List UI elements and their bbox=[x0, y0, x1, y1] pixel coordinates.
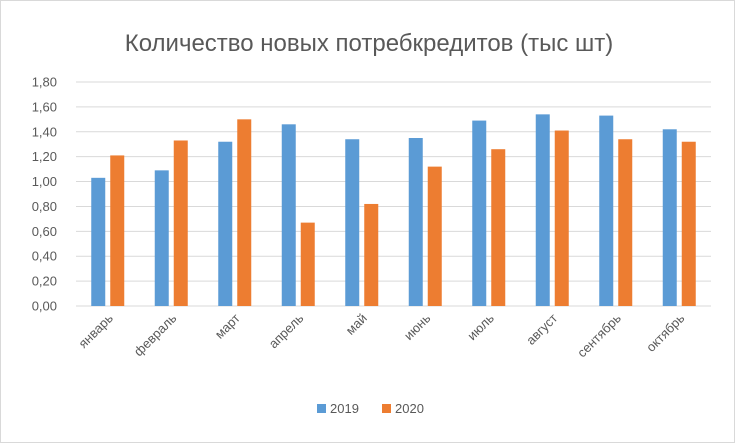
legend: 2019 2020 bbox=[317, 401, 424, 416]
bar-2019-июнь bbox=[408, 138, 423, 306]
y-tick-label: 1,40 bbox=[32, 124, 57, 139]
y-tick-label: 0,40 bbox=[32, 249, 57, 264]
bar-2020-апрель bbox=[300, 222, 315, 306]
x-tick-label: июнь bbox=[401, 310, 434, 343]
x-tick-label: март bbox=[212, 310, 243, 341]
x-tick-label: февраль bbox=[131, 310, 180, 359]
bar-2019-май bbox=[345, 139, 360, 306]
bar-2020-июль bbox=[491, 149, 506, 306]
legend-label: 2019 bbox=[330, 401, 359, 416]
y-tick-label: 0,60 bbox=[32, 224, 57, 239]
bar-2019-март bbox=[218, 141, 233, 306]
gridlines bbox=[76, 81, 711, 307]
bar-2020-май bbox=[364, 203, 379, 306]
x-tick-label: август bbox=[523, 310, 560, 347]
bar-2020-январь bbox=[110, 155, 125, 306]
y-axis-ticks: 0,00 0,20 0,40 0,60 0,80 1,00 1,20 1,40 1,60 1,80 bbox=[32, 75, 57, 314]
legend-swatch bbox=[382, 404, 391, 413]
bar-2019-сентябрь bbox=[599, 115, 614, 306]
bar-2019-июль bbox=[472, 120, 487, 306]
bar-2019-август bbox=[535, 114, 550, 306]
bars bbox=[91, 114, 696, 306]
x-tick-label: январь bbox=[75, 310, 116, 351]
x-axis-ticks: январь февраль март апрель май июнь июль август… bbox=[75, 310, 687, 360]
y-tick-label: 0,20 bbox=[32, 274, 57, 289]
y-tick-label: 0,00 bbox=[32, 299, 57, 314]
bar-2019-апрель bbox=[281, 124, 296, 306]
bar-2020-октябрь bbox=[681, 141, 696, 306]
y-tick-label: 0,80 bbox=[32, 199, 57, 214]
bar-2020-февраль bbox=[173, 140, 188, 306]
y-tick-label: 1,20 bbox=[32, 149, 57, 164]
x-tick-label: октябрь bbox=[643, 310, 687, 354]
y-tick-label: 1,80 bbox=[32, 75, 57, 90]
chart-title: Количество новых потребкредитов (тыс шт) bbox=[125, 30, 614, 57]
bar-2020-июнь bbox=[427, 166, 442, 306]
x-tick-label: май bbox=[343, 311, 370, 338]
x-tick-label: сентябрь bbox=[574, 310, 624, 360]
bar-2020-сентябрь bbox=[618, 139, 633, 306]
y-tick-label: 1,00 bbox=[32, 174, 57, 189]
legend-swatch bbox=[317, 404, 326, 413]
y-tick-label: 1,60 bbox=[32, 99, 57, 114]
bar-2020-август bbox=[554, 130, 569, 306]
bar-2019-январь bbox=[91, 177, 106, 306]
legend-label: 2020 bbox=[395, 401, 424, 416]
x-tick-label: апрель bbox=[266, 310, 307, 351]
x-tick-label: июль bbox=[464, 310, 497, 343]
bar-2019-октябрь bbox=[662, 129, 677, 306]
bar-2019-февраль bbox=[154, 170, 169, 306]
bar-2020-март bbox=[237, 119, 252, 306]
